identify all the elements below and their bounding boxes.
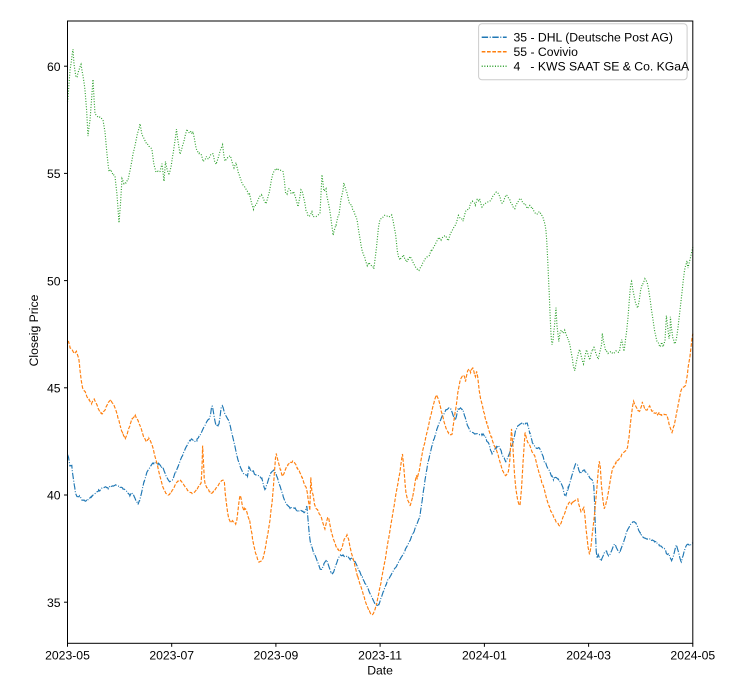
svg-text:45: 45: [47, 382, 61, 396]
svg-text:60: 60: [47, 60, 61, 74]
svg-text:50: 50: [47, 274, 61, 288]
svg-text:Date: Date: [367, 664, 393, 678]
svg-text:40: 40: [47, 489, 61, 503]
svg-text:2023-05: 2023-05: [45, 648, 90, 662]
svg-text:Closeig Price: Closeig Price: [27, 294, 41, 366]
svg-text:55: 55: [47, 167, 61, 181]
svg-text:4 - KWS SAAT SE & Co. KGaA: 4 - KWS SAAT SE & Co. KGaA: [514, 59, 691, 73]
svg-text:2023-11: 2023-11: [358, 648, 402, 662]
svg-text:55 - Covivio: 55 - Covivio: [514, 45, 579, 59]
svg-text:2024-01: 2024-01: [462, 648, 507, 662]
svg-text:35 - DHL (Deutsche Post AG): 35 - DHL (Deutsche Post AG): [514, 30, 673, 44]
svg-text:35: 35: [47, 596, 61, 610]
svg-text:2023-09: 2023-09: [254, 648, 299, 662]
svg-text:2023-07: 2023-07: [149, 648, 194, 662]
svg-text:2024-03: 2024-03: [566, 648, 611, 662]
svg-text:2024-05: 2024-05: [670, 648, 715, 662]
